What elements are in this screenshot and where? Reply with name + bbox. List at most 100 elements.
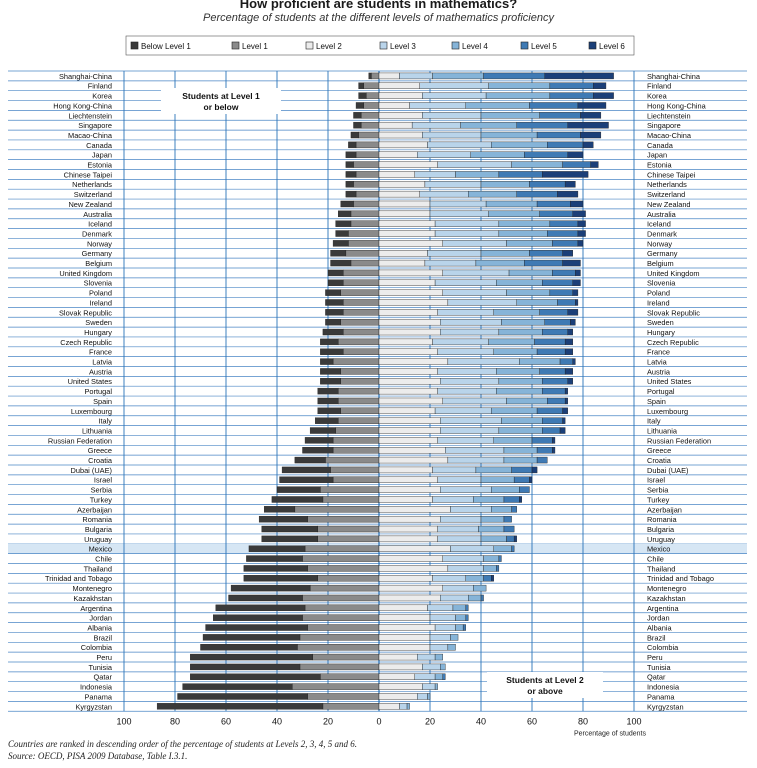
bar-slovenia-level-5 (542, 279, 574, 286)
label-left-new-zealand: New Zealand (68, 200, 112, 209)
bar-canada-below-level-1 (348, 141, 357, 149)
label-right-shanghai-china: Shanghai-China (647, 72, 701, 81)
label-left-thailand: Thailand (84, 564, 112, 573)
label-left-montenegro: Montenegro (73, 584, 112, 593)
bar-turkey-level-4 (473, 496, 505, 503)
bar-czech-republic-below-level-1 (320, 338, 339, 346)
bar-bulgaria-level-2 (378, 525, 438, 533)
bar-germany-level-4 (480, 250, 530, 257)
bar-denmark-level-5 (547, 230, 579, 237)
label-left-serbia: Serbia (91, 486, 113, 495)
bar-russian-federation-level-6 (552, 437, 556, 444)
bar-kyrgyzstan-level-1 (322, 703, 380, 710)
bar-liechtenstein-level-6 (580, 112, 602, 119)
legend: Below Level 1 Level 1 Level 2 Level 3 Level … (125, 35, 635, 56)
bar-estonia-level-6 (590, 161, 599, 168)
bar-uruguay-level-1 (317, 535, 380, 543)
bar-liechtenstein-level-1 (360, 112, 380, 119)
label-left-australia: Australia (83, 210, 113, 219)
bar-portugal-level-1 (338, 387, 380, 395)
label-left-sweden: Sweden (85, 318, 112, 327)
bar-hungary-below-level-1 (322, 328, 344, 336)
bar-trinidad-and-tobago-level-1 (317, 575, 380, 582)
label-left-russian-federation: Russian Federation (48, 436, 112, 445)
bar-new-zealand-level-3 (429, 200, 487, 208)
bar-liechtenstein-level-2 (378, 112, 423, 119)
bar-dubai-uae-level-4 (475, 466, 512, 474)
bar-ireland-level-4 (516, 299, 558, 306)
label-left-azerbaijan: Azerbaijan (77, 505, 112, 514)
bar-slovenia-level-6 (572, 279, 581, 286)
bar-spain-below-level-1 (317, 397, 339, 405)
bar-japan-level-1 (355, 151, 380, 158)
label-right-jordan: Jordan (647, 614, 670, 623)
bar-jordan-level-1 (302, 614, 380, 621)
label-right-portugal: Portugal (647, 387, 675, 396)
bar-portugal-level-4 (496, 387, 543, 395)
bar-dubai-uae-level-5 (511, 466, 533, 474)
bar-argentina-level-2 (378, 604, 428, 612)
bar-jordan-below-level-1 (213, 614, 303, 621)
tick-label-neg60: 60 (221, 716, 231, 726)
bar-estonia-below-level-1 (345, 161, 354, 168)
bar-greece-level-1 (332, 447, 380, 454)
bar-brazil-level-2 (378, 634, 431, 641)
bar-hungary-level-4 (498, 328, 543, 336)
bar-turkey-level-2 (378, 496, 433, 503)
bar-trinidad-and-tobago-level-6 (491, 575, 494, 582)
bar-indonesia-level-3 (422, 683, 436, 690)
bar-colombia-level-3 (429, 644, 449, 651)
bar-switzerland-level-1 (355, 190, 380, 198)
label-right-brazil: Brazil (647, 633, 666, 642)
bar-belgium-level-3 (424, 259, 477, 267)
bar-mexico-level-1 (304, 545, 380, 552)
bar-panama-level-2 (378, 693, 418, 700)
bar-finland-level-5 (549, 82, 594, 89)
label-left-kazakhstan: Kazakhstan (73, 594, 112, 603)
bar-slovak-republic-level-1 (343, 309, 380, 316)
bar-denmark-level-4 (498, 230, 548, 237)
bar-norway-level-6 (577, 240, 584, 247)
label-right-albania: Albania (647, 623, 673, 632)
bar-austria-level-6 (564, 368, 574, 375)
label-right-austria: Austria (647, 367, 671, 376)
annotation-level-2-or-above-line-2: or above (527, 686, 563, 696)
label-left-lithuania: Lithuania (82, 426, 113, 435)
bar-slovenia-level-1 (343, 279, 380, 286)
bar-iceland-level-3 (434, 220, 500, 227)
bar-australia-level-5 (539, 210, 574, 218)
bar-poland-level-5 (549, 289, 573, 296)
bar-italy-level-6 (562, 417, 566, 424)
tick-label-neg100: 100 (116, 716, 131, 726)
label-left-peru: Peru (96, 653, 112, 662)
bar-thailand-level-3 (447, 565, 484, 572)
bar-canada-level-5 (547, 141, 584, 149)
bar-australia-below-level-1 (338, 210, 352, 218)
label-left-spain: Spain (93, 397, 112, 406)
bar-spain-level-6 (564, 397, 568, 405)
bar-singapore-level-6 (567, 121, 609, 129)
bar-trinidad-and-tobago-below-level-1 (243, 575, 319, 582)
label-right-slovenia: Slovenia (647, 279, 676, 288)
bar-switzerland-level-2 (378, 190, 420, 198)
bar-mexico-level-5 (511, 545, 515, 552)
legend-label-below-level-1: Below Level 1 (141, 42, 191, 51)
bar-france-level-6 (564, 348, 574, 355)
label-right-croatia: Croatia (647, 456, 672, 465)
bar-azerbaijan-level-3 (450, 506, 492, 513)
row-backgrounds (8, 70, 747, 712)
bar-denmark-level-6 (577, 230, 586, 237)
label-right-chile: Chile (647, 555, 664, 564)
bar-united-states-below-level-1 (320, 378, 341, 385)
bar-united-states-level-6 (567, 378, 574, 385)
bar-finland-level-4 (488, 82, 551, 89)
label-left-qatar: Qatar (94, 673, 113, 682)
bar-thailand-level-1 (307, 565, 380, 572)
label-right-montenegro: Montenegro (647, 584, 686, 593)
bar-sweden-level-5 (544, 318, 571, 326)
bar-luxembourg-level-6 (562, 407, 568, 415)
bar-serbia-level-4 (491, 486, 520, 493)
bar-greece-level-3 (445, 447, 505, 454)
bar-lithuania-level-5 (542, 427, 561, 434)
